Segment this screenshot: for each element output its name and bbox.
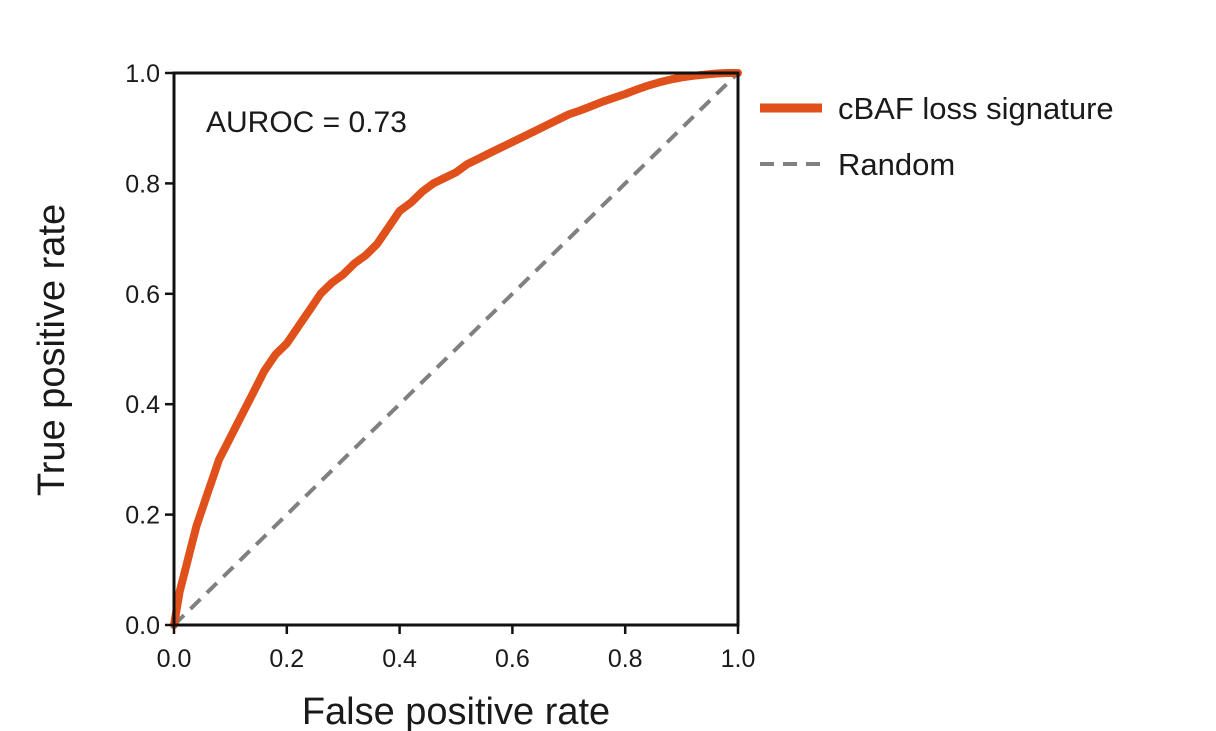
y-tick-label: 1.0: [125, 60, 160, 88]
x-tick-label: 1.0: [721, 645, 756, 673]
auroc-annotation: AUROC = 0.73: [206, 106, 407, 139]
x-axis-title: False positive rate: [302, 691, 610, 731]
plot-frame: [172, 71, 740, 627]
y-tick-label: 0.0: [125, 612, 160, 640]
legend-label-cbaf-loss-signature: cBAF loss signature: [838, 91, 1114, 126]
y-tick-label: 0.8: [125, 170, 160, 198]
series-line-random: [172, 71, 740, 627]
x-tick-label: 0.4: [382, 645, 417, 673]
x-tick-label: 0.6: [495, 645, 530, 673]
y-tick-label: 0.4: [125, 391, 160, 419]
x-tick-label: 0.2: [269, 645, 304, 673]
legend: cBAF loss signature Random: [760, 91, 1114, 182]
axes: 0.0 0.2 0.4 0.6 0.8 1.0 0.0 0.2 0.4 0.6 0.8 1.0: [125, 60, 755, 673]
x-tick-label: 0.0: [157, 645, 192, 673]
x-tick-label: 0.8: [608, 645, 643, 673]
y-axis-title: True positive rate: [31, 204, 73, 496]
chart-text: AUROC = 0.73 False positive rate True po…: [31, 106, 610, 731]
plot-area: [170, 69, 742, 629]
y-tick-label: 0.2: [125, 502, 160, 530]
legend-label-random: Random: [838, 147, 955, 182]
y-tick-label: 0.6: [125, 281, 160, 309]
series-line-cbaf-loss-signature: [170, 69, 742, 629]
